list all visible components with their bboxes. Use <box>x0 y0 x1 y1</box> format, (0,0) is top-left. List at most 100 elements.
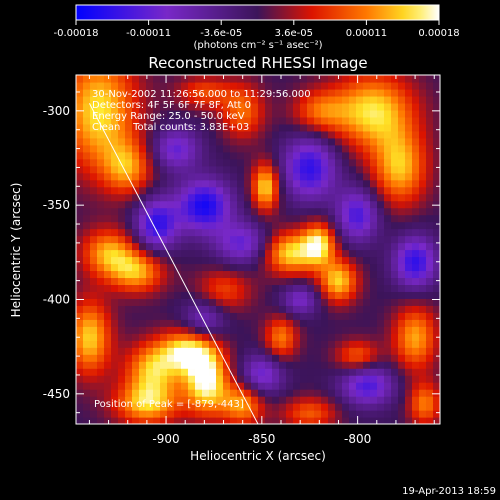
heatmap-cell <box>377 221 385 230</box>
heatmap-cell <box>90 263 98 272</box>
heatmap-cell <box>104 382 112 390</box>
heatmap-cell <box>314 277 322 285</box>
heatmap-cell <box>251 81 259 90</box>
heatmap-cell <box>160 396 168 404</box>
heatmap-cell <box>384 277 392 285</box>
heatmap-cell <box>216 165 224 174</box>
heatmap-cell <box>391 193 399 202</box>
heatmap-cell <box>286 109 294 118</box>
heatmap-cell <box>265 116 273 125</box>
heatmap-cell <box>132 319 140 327</box>
heatmap-cell <box>174 312 182 320</box>
heatmap-cell <box>146 326 154 334</box>
heatmap-cell <box>188 109 196 118</box>
heatmap-cell <box>384 186 392 195</box>
heatmap-cell <box>160 200 168 209</box>
heatmap-cell <box>328 298 336 306</box>
heatmap-cell <box>223 172 231 181</box>
heatmap-cell <box>230 179 238 188</box>
heatmap-cell <box>419 214 427 223</box>
heatmap-cell <box>230 95 238 104</box>
heatmap-cell <box>321 410 329 418</box>
heatmap-cell <box>356 95 364 104</box>
heatmap-cell <box>251 95 259 104</box>
heatmap-cell <box>433 361 440 369</box>
heatmap-cell <box>377 151 385 160</box>
heatmap-cell <box>139 256 147 265</box>
heatmap-cell <box>363 88 371 97</box>
heatmap-cell <box>377 333 385 341</box>
heatmap-cell <box>146 305 154 313</box>
heatmap-cell <box>125 214 133 223</box>
heatmap-cell <box>405 144 413 153</box>
heatmap-cell <box>139 312 147 320</box>
heatmap-cell <box>363 144 371 153</box>
heatmap-cell <box>90 214 98 223</box>
heatmap-cell <box>223 116 231 125</box>
heatmap-cell <box>398 410 406 418</box>
heatmap-cell <box>286 333 294 341</box>
heatmap-cell <box>370 396 378 404</box>
heatmap-cell <box>90 228 98 237</box>
heatmap-cell <box>265 270 273 279</box>
heatmap-cell <box>370 158 378 167</box>
heatmap-cell <box>160 172 168 181</box>
heatmap-cell <box>209 235 217 244</box>
heatmap-cell <box>321 354 329 362</box>
heatmap-cell <box>279 319 287 327</box>
heatmap-cell <box>251 228 259 237</box>
heatmap-cell <box>433 207 440 216</box>
heatmap-cell <box>342 333 350 341</box>
heatmap-cell <box>370 130 378 139</box>
heatmap-cell <box>321 158 329 167</box>
heatmap-cell <box>377 284 385 292</box>
heatmap-cell <box>244 298 252 306</box>
heatmap-cell <box>244 333 252 341</box>
heatmap-cell <box>272 75 280 83</box>
heatmap-cell <box>174 123 182 132</box>
heatmap-cell <box>139 130 147 139</box>
heatmap-cell <box>244 305 252 313</box>
heatmap-cell <box>118 116 126 125</box>
heatmap-cell <box>111 347 119 355</box>
heatmap-cell <box>209 284 217 292</box>
heatmap-cell <box>391 249 399 258</box>
heatmap-cell <box>118 200 126 209</box>
heatmap-cell <box>209 417 217 424</box>
heatmap-cell <box>398 88 406 97</box>
heatmap-cell <box>118 228 126 237</box>
heatmap-cell <box>391 207 399 216</box>
heatmap-cell <box>181 193 189 202</box>
heatmap-cell <box>342 403 350 411</box>
heatmap-cell <box>160 347 168 355</box>
heatmap-cell <box>272 270 280 279</box>
heatmap-cell <box>349 326 357 334</box>
heatmap-cell <box>104 291 112 299</box>
heatmap-cell <box>118 291 126 299</box>
heatmap-cell <box>104 284 112 292</box>
heatmap-cell <box>426 347 434 355</box>
heatmap-cell <box>398 298 406 306</box>
heatmap-cell <box>426 144 434 153</box>
heatmap-cell <box>174 389 182 397</box>
heatmap-cell <box>90 88 98 97</box>
heatmap-cell <box>300 228 308 237</box>
heatmap-cell <box>356 277 364 285</box>
heatmap-cell <box>363 193 371 202</box>
heatmap-cell <box>384 235 392 244</box>
heatmap-cell <box>433 396 440 404</box>
heatmap-cell <box>321 228 329 237</box>
heatmap-cell <box>328 158 336 167</box>
heatmap-cell <box>83 137 91 146</box>
heatmap-cell <box>286 81 294 90</box>
heatmap-cell <box>111 361 119 369</box>
heatmap-cell <box>314 249 322 258</box>
heatmap-cell <box>342 172 350 181</box>
heatmap-cell <box>363 123 371 132</box>
heatmap-cell <box>405 165 413 174</box>
heatmap-cell <box>181 144 189 153</box>
heatmap-cell <box>370 361 378 369</box>
heatmap-cell <box>412 214 420 223</box>
heatmap-cell <box>223 396 231 404</box>
heatmap-cell <box>398 200 406 209</box>
